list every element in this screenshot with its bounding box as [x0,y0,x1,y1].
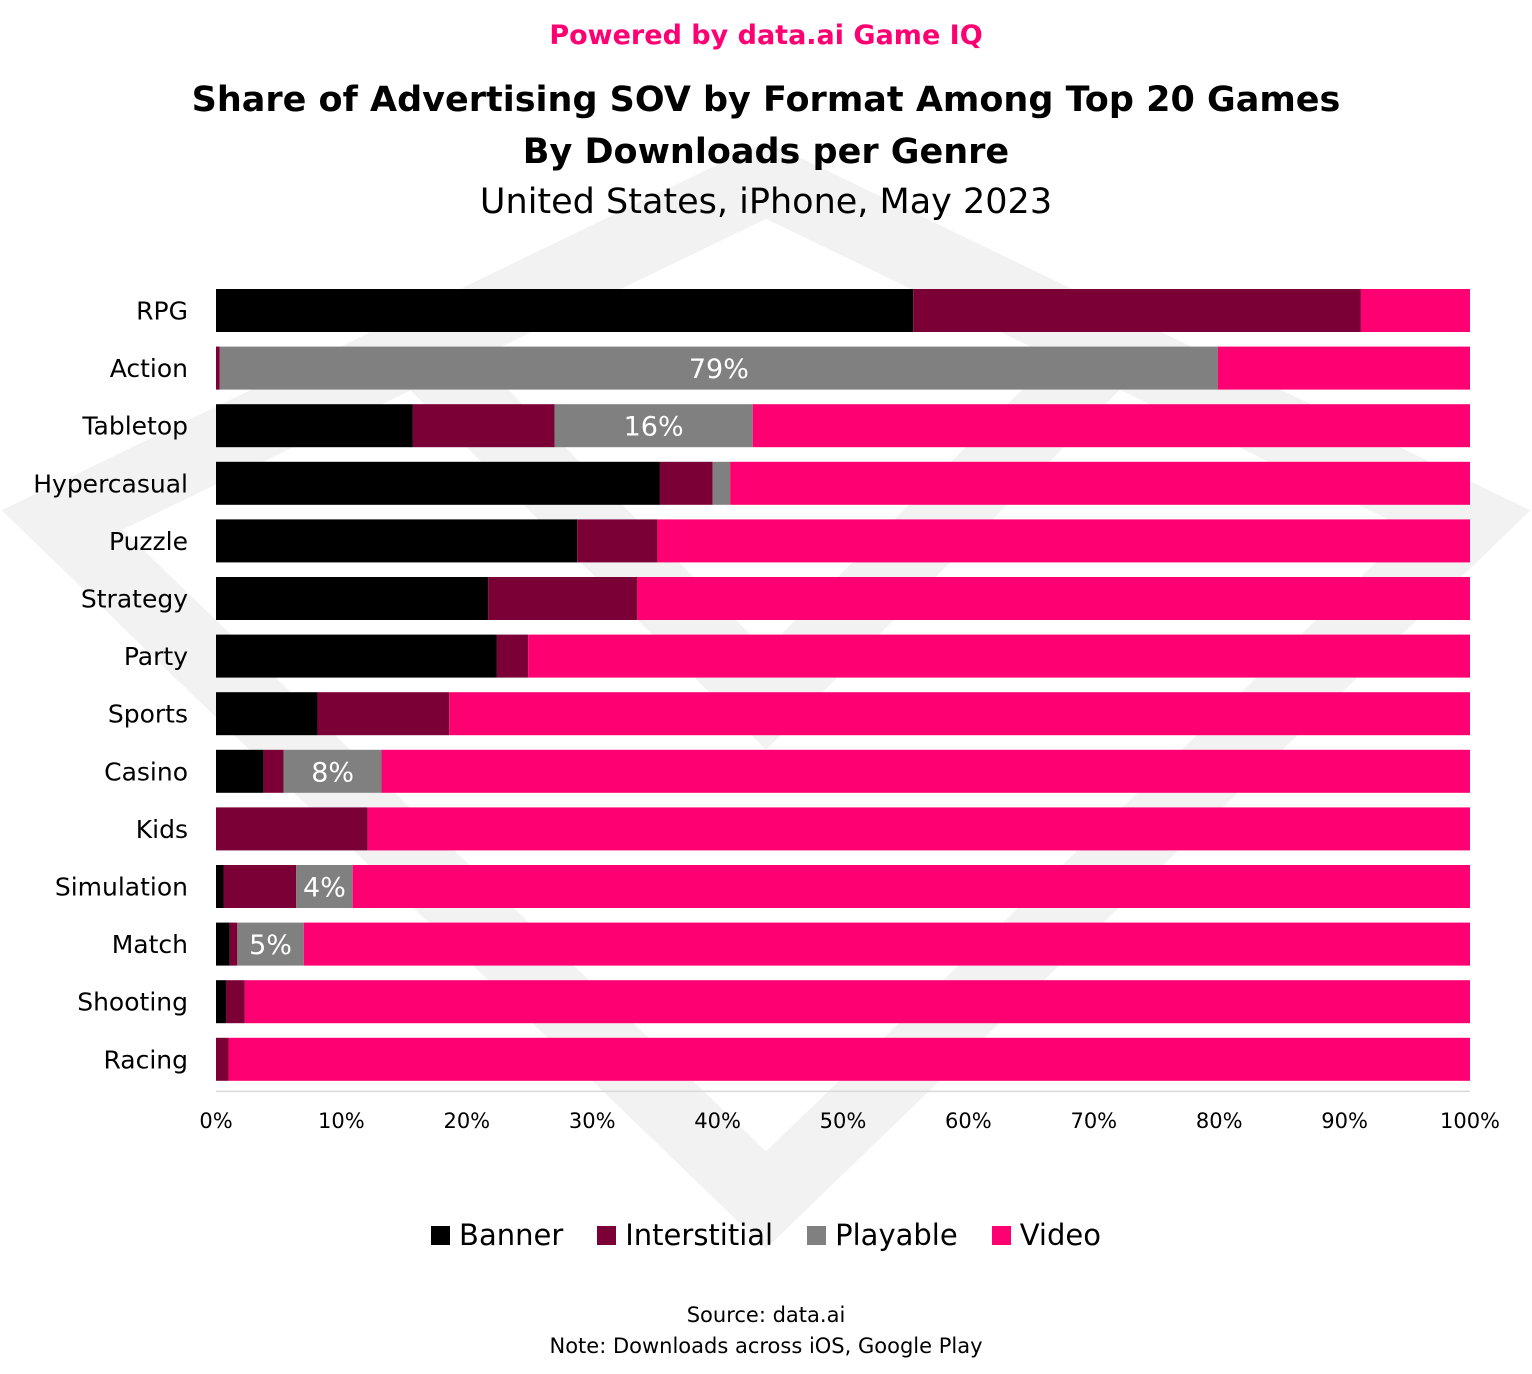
data-label-tabletop-playable: 16% [624,412,684,443]
bar-segment-puzzle-banner [216,519,578,563]
bar-segment-sports-video [449,692,1470,736]
bar-segment-puzzle-interstitial [577,519,658,563]
data-label-casino-playable: 8% [311,757,354,788]
x-tick-label-30pct: 30% [569,1109,616,1133]
x-tick-label-40pct: 40% [694,1109,741,1133]
legend-item-banner: Banner [431,1218,563,1252]
chart-legend: Banner Interstitial Playable Video [0,1218,1532,1252]
bar-segment-tabletop-playable [554,404,753,448]
category-label-strategy: Strategy [81,585,188,614]
legend-swatch-playable [807,1225,827,1245]
bar-segment-sports-banner [216,692,318,736]
category-label-shooting: Shooting [77,988,188,1017]
bar-segment-party-interstitial [496,634,529,678]
legend-item-playable: Playable [807,1218,958,1252]
x-tick-label-80pct: 80% [1196,1109,1243,1133]
x-tick-label-0pct: 0% [199,1109,232,1133]
bar-segment-hypercasual-video [730,461,1470,505]
chart-footer: Source: data.ai Note: Downloads across i… [0,1300,1532,1362]
chart-title-line1: Share of Advertising SOV by Format Among… [191,80,1341,120]
category-label-party: Party [124,642,188,671]
bar-segment-puzzle-video [657,519,1470,563]
bar-segment-match-interstitial [229,922,238,966]
bar-segment-rpg-banner [216,289,914,332]
bar-segment-match-playable [237,922,304,966]
category-label-match: Match [112,930,188,959]
category-label-action: Action [110,354,188,383]
legend-label-playable: Playable [835,1218,958,1252]
chart-title: Share of Advertising SOV by Format Among… [0,74,1532,178]
powered-by-label: Powered by data.ai Game IQ [549,20,983,51]
x-tick-label-70pct: 70% [1070,1109,1117,1133]
data-label-match-playable: 5% [249,930,292,961]
legend-label-interstitial: Interstitial [625,1218,774,1252]
legend-item-interstitial: Interstitial [597,1218,773,1252]
bar-segment-casino-video [381,749,1470,793]
bar-segment-rpg-video [1360,289,1470,332]
x-tick-label-20pct: 20% [443,1109,490,1133]
bar-segment-simulation-interstitial [223,865,297,908]
bar-segment-casino-interstitial [263,749,284,793]
bar-segment-strategy-interstitial [488,577,638,620]
bar-segment-hypercasual-interstitial [659,461,713,505]
bar-segment-shooting-video [244,980,1470,1024]
bar-segment-rpg-interstitial [913,289,1361,332]
bar-segment-racing-video [228,1037,1470,1081]
bar-segment-sports-interstitial [317,692,450,736]
bar-segment-tabletop-interstitial [412,404,555,448]
bar-segment-simulation-video [352,865,1470,908]
bar-segment-kids-video [367,807,1470,851]
x-tick-label-50pct: 50% [820,1109,867,1133]
category-label-racing: Racing [103,1045,188,1074]
bar-segment-match-video [303,922,1470,966]
downloads-note: Note: Downloads across iOS, Google Play [549,1334,983,1358]
bar-segment-strategy-video [637,577,1470,620]
legend-item-video: Video [991,1218,1101,1252]
bar-segment-hypercasual-banner [216,461,660,505]
legend-label-banner: Banner [459,1218,564,1252]
bar-segment-party-video [528,634,1470,678]
bar-segment-action-playable [219,346,1218,390]
bar-segment-party-banner [216,634,497,678]
bar-segment-simulation-banner [216,865,224,908]
legend-swatch-video [991,1225,1011,1245]
bar-segment-shooting-banner [216,980,227,1024]
bar-segment-action-video [1217,346,1470,390]
x-tick-label-90pct: 90% [1321,1109,1368,1133]
stacked-bar-chart: RPG Action 79% Tabletop 16% Hypercasual Puzzle… [33,289,1500,1133]
bar-segment-match-banner [216,922,230,966]
category-label-hypercasual: Hypercasual [33,469,188,498]
x-tick-label-100pct: 100% [1440,1109,1500,1133]
source-note: Source: data.ai [686,1303,846,1327]
chart-title-line2: By Downloads per Genre [522,132,1010,172]
bar-segment-casino-banner [216,749,264,793]
bar-segment-tabletop-video [752,404,1470,448]
x-tick-label-60pct: 60% [945,1109,992,1133]
category-label-tabletop: Tabletop [81,412,188,441]
bar-segment-racing-interstitial [216,1037,229,1081]
legend-label-video: Video [1019,1218,1101,1252]
chart-subtitle: United States, iPhone, May 2023 [479,182,1053,222]
legend-swatch-banner [431,1225,451,1245]
bar-segment-shooting-interstitial [226,980,245,1024]
data-label-simulation-playable: 4% [303,873,346,904]
bar-segment-casino-playable [283,749,382,793]
category-label-rpg: RPG [136,297,188,326]
bar-segment-tabletop-banner [216,404,413,448]
bar-segment-strategy-banner [216,577,489,620]
bar-segment-kids-interstitial [216,807,368,851]
bar-segment-hypercasual-playable [712,461,731,505]
data-label-action-playable: 79% [689,354,749,385]
x-tick-label-10pct: 10% [318,1109,365,1133]
category-label-simulation: Simulation [55,873,188,902]
legend-swatch-interstitial [597,1225,617,1245]
bar-segment-action-interstitial [216,346,220,390]
bar-segment-simulation-playable [296,865,353,908]
category-label-casino: Casino [104,757,188,786]
category-label-kids: Kids [136,815,188,844]
category-label-sports: Sports [108,700,188,729]
category-label-puzzle: Puzzle [109,527,188,556]
